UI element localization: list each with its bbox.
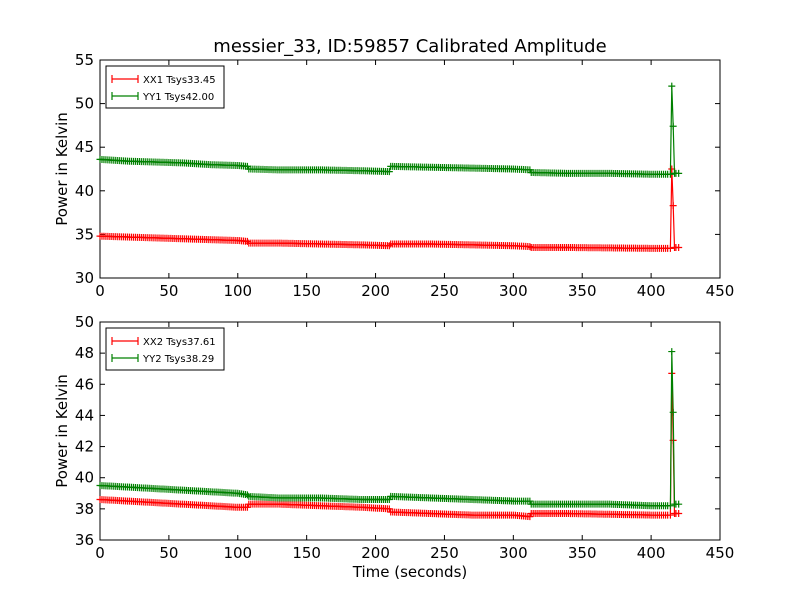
x-tick-label: 0 [95,544,105,562]
data-point [243,503,251,511]
series-markers-0 [96,369,683,521]
x-tick-label: 350 [568,544,597,562]
x-tick-label: 0 [95,282,105,300]
data-point [526,243,534,251]
data-point [385,496,393,504]
y-tick-label: 55 [75,51,94,69]
legend [105,65,225,109]
y-tick-label: 48 [75,344,94,362]
data-point [385,505,393,513]
y-tick-label: 30 [75,269,94,287]
x-tick-label: 400 [637,544,666,562]
x-axis-label: Time (seconds) [352,563,468,581]
x-tick-label: 400 [637,282,666,300]
legend-label: XX2 Tsys37.61 [143,337,216,348]
legend-marker [111,75,139,83]
y-axis-label: Power in Kelvin [53,112,71,226]
x-tick-label: 450 [706,282,735,300]
y-tick-label: 50 [75,313,94,331]
x-tick-label: 300 [499,282,528,300]
x-tick-label: 50 [159,544,178,562]
x-tick-label: 250 [430,282,459,300]
data-point [666,502,674,510]
y-tick-label: 38 [75,500,94,518]
y-tick-label: 42 [75,438,94,456]
x-tick-label: 100 [223,282,252,300]
data-point [666,511,674,519]
y-tick-label: 40 [75,182,94,200]
y-tick-label: 35 [75,225,94,243]
data-point [526,497,534,505]
data-point [243,491,251,499]
data-point [669,408,677,416]
x-tick-label: 450 [706,544,735,562]
x-tick-label: 150 [292,544,321,562]
bottom-panel: 0 50 100 150 200 250 300 350 400 450 36 38 40 42 44 46 4… [53,313,734,581]
x-tick-label: 200 [361,544,390,562]
data-point [526,513,534,521]
y-tick-label: 36 [75,531,94,549]
y-tick-label: 45 [75,138,94,156]
data-point [668,348,676,356]
legend-label: YY1 Tsys42.00 [142,92,214,103]
x-tick-label: 350 [568,282,597,300]
series-markers-0 [96,165,683,252]
x-tick-label: 100 [223,544,252,562]
x-tick-label: 250 [430,544,459,562]
series-markers-1 [96,348,683,510]
series-markers-1 [96,82,683,178]
data-point [669,202,677,210]
legend-label: YY2 Tsys38.29 [142,354,214,365]
y-tick-label: 46 [75,375,94,393]
data-point [385,168,393,176]
legend-marker [111,92,139,100]
data-point [675,500,683,508]
legend-label: XX1 Tsys33.45 [143,75,216,86]
x-tick-label: 300 [499,544,528,562]
legend-marker [111,337,139,345]
chart-title: messier_33, ID:59857 Calibrated Amplitud… [213,36,606,57]
y-axis-label: Power in Kelvin [53,374,71,488]
data-point [675,510,683,518]
y-tick-label: 44 [75,406,94,424]
data-point [675,169,683,177]
y-tick-label: 40 [75,469,94,487]
x-tick-label: 50 [159,282,178,300]
data-point [666,244,674,252]
top-panel: 0 50 100 150 200 250 300 350 400 450 30 35 40 45 50 55 P… [53,51,734,300]
x-tick-label: 150 [292,282,321,300]
y-tick-label: 50 [75,95,94,113]
data-point [668,82,676,90]
legend-marker [111,354,139,362]
x-tick-label: 200 [361,282,390,300]
legend [105,327,225,371]
data-point [666,170,674,178]
data-point [669,122,677,130]
data-point [675,243,683,251]
